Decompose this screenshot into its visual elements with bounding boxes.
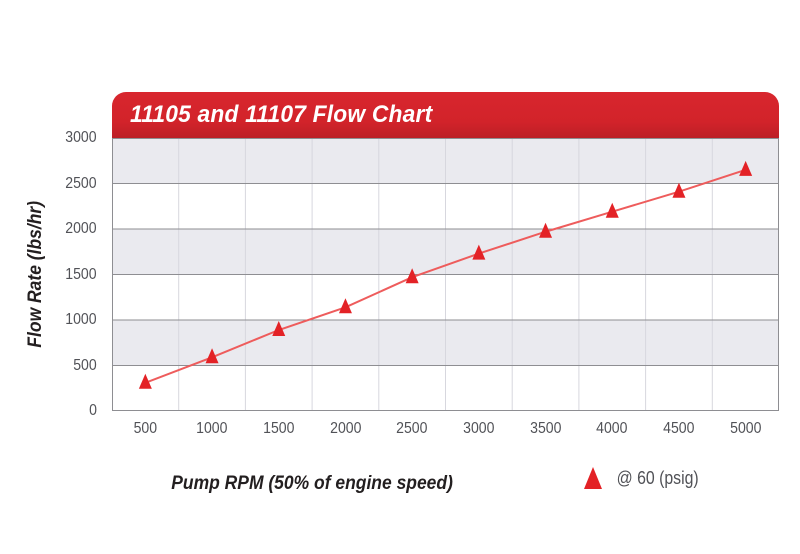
y-tick-label: 500	[73, 356, 97, 374]
data-line	[144, 168, 746, 384]
x-axis-label: Pump RPM (50% of engine speed)	[112, 472, 512, 496]
y-tick-label: 1500	[65, 265, 97, 283]
data-point-marker	[405, 268, 419, 284]
x-tick-label: 4000	[596, 420, 628, 437]
chart-canvas	[112, 138, 779, 411]
legend-triangle-marker-icon	[584, 467, 602, 489]
x-tick-label: 500	[133, 420, 158, 437]
y-tick-label: 2000	[65, 220, 97, 237]
data-point-marker	[205, 348, 219, 364]
data-point-marker	[338, 298, 352, 314]
x-tick-label: 3500	[529, 420, 562, 437]
data-point-marker	[539, 222, 553, 238]
x-tick-label: 1000	[196, 420, 228, 437]
data-point-marker	[672, 182, 686, 198]
legend: @ 60 (psig)	[584, 465, 704, 491]
y-tick-label: 3000	[65, 129, 97, 146]
y-tick-label: 1000	[65, 311, 97, 328]
x-tick-label: 3000	[463, 420, 495, 437]
x-tick-label: 2000	[329, 420, 362, 437]
x-axis-label-text: Pump RPM (50% of engine speed)	[171, 473, 453, 494]
data-point-marker	[138, 373, 152, 389]
plot-border	[112, 138, 779, 411]
x-tick-label: 2500	[396, 420, 428, 437]
x-axis-ticks: 500 1000 1500 2000 2500 3000 3500 4000 4500 5000	[112, 420, 779, 440]
data-point-marker	[472, 244, 486, 260]
plot-area	[112, 138, 779, 411]
x-tick-label: 5000	[729, 420, 762, 437]
x-tick-label: 4500	[663, 420, 695, 437]
chart-title: 11105 and 11107 Flow Chart	[130, 101, 433, 128]
data-point-marker	[739, 160, 753, 176]
y-axis-ticks: 0 500 1000 1500 2000 2500 3000	[0, 129, 104, 419]
chart-header-banner: 11105 and 11107 Flow Chart	[112, 92, 779, 138]
data-point-marker	[605, 202, 619, 218]
y-tick-label: 2500	[65, 174, 97, 192]
legend-label: @ 60 (psig)	[616, 468, 699, 488]
data-point-marker	[272, 321, 286, 337]
y-tick-label: 0	[89, 402, 97, 419]
x-tick-label: 1500	[263, 420, 295, 437]
